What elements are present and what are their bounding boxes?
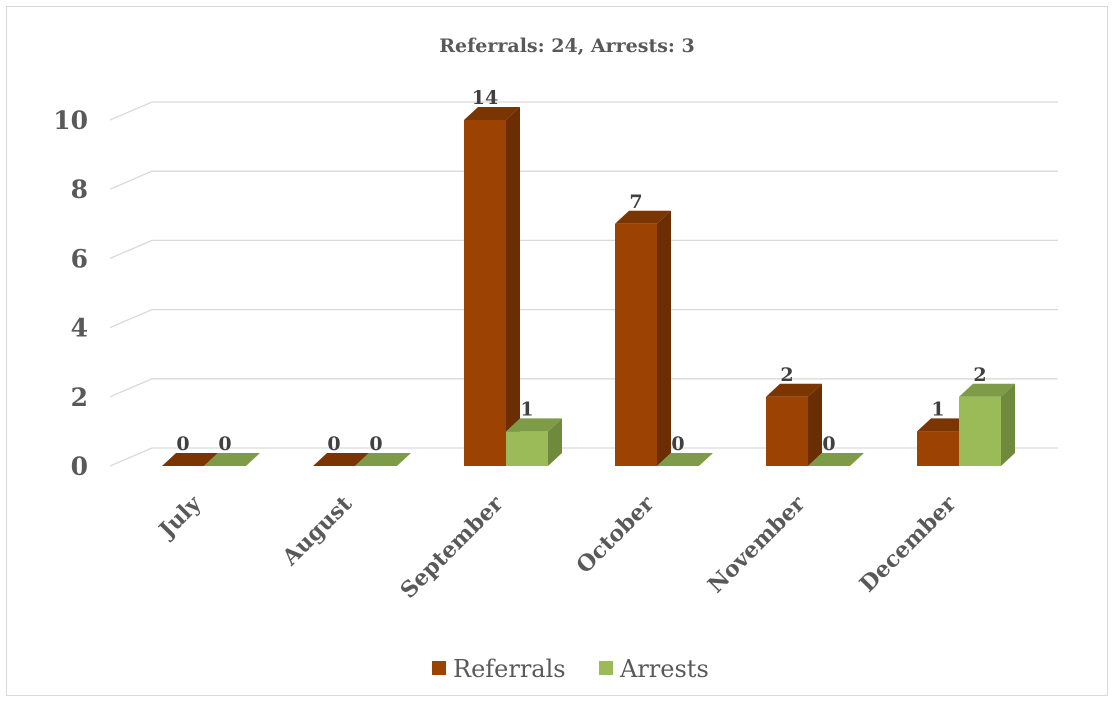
x-tick-label: September (395, 491, 508, 604)
arrests-bar-december (959, 383, 1015, 466)
gridline (109, 378, 1058, 398)
referrals-bar-october (615, 210, 671, 466)
chart-title: Referrals: 24, Arrests: 3 (439, 35, 695, 57)
legend-label-referrals: Referrals (453, 655, 566, 683)
referrals-bar-october-side (657, 210, 671, 466)
y-tick-label: 8 (71, 175, 88, 204)
x-tick-label: December (855, 491, 962, 598)
arrests-bar-october-top (657, 453, 713, 466)
data-labels: 0 0 0 0 14 1 7 0 2 0 1 2 (176, 87, 986, 455)
arrests-bar-november-top (808, 453, 864, 466)
referrals-bar-november-top (766, 383, 822, 397)
referrals-label-september: 14 (472, 87, 498, 109)
arrests-label-december: 2 (973, 364, 986, 386)
referrals-bar-september-side (506, 107, 520, 466)
referrals-label-december: 1 (931, 398, 944, 420)
legend-swatch-referrals (432, 661, 446, 675)
arrests-bar-october (657, 453, 713, 466)
y-tick-label: 6 (71, 244, 88, 273)
arrests-bar-december-top (959, 383, 1015, 397)
referrals-bar-october-top (615, 210, 671, 224)
legend: Referrals Arrests (432, 655, 709, 683)
arrests-bar-september (506, 418, 562, 466)
referrals-bar-september-top (464, 107, 520, 120)
gridlines (109, 101, 1058, 467)
gridline (109, 308, 1058, 329)
arrests-bar-december-front (959, 396, 1001, 466)
arrests-label-august: 0 (369, 433, 382, 455)
referrals-bar-august (313, 453, 369, 466)
arrests-label-september: 1 (520, 398, 533, 420)
arrests-bar-july (204, 453, 260, 466)
arrests-bar-september-front (506, 431, 548, 466)
legend-label-arrests: Arrests (619, 655, 709, 683)
gridline (109, 170, 1058, 190)
arrests-label-november: 0 (822, 433, 835, 455)
x-tick-label: October (571, 491, 659, 579)
chart-frame (6, 6, 1108, 696)
arrests-bar-august-top (355, 453, 411, 466)
referrals-bar-september (464, 107, 520, 466)
arrests-bar-july-top (204, 453, 260, 466)
x-tick-label: July (153, 490, 207, 544)
bars (162, 107, 1015, 466)
referrals-bar-july-top (162, 453, 218, 466)
arrests-bar-december-side (1001, 383, 1015, 466)
referrals-bar-august-top (313, 453, 369, 466)
arrests-label-july: 0 (218, 433, 231, 455)
x-axis: July August September October November Decemb… (153, 490, 962, 604)
x-tick-label: August (277, 490, 358, 571)
arrests-label-october: 0 (671, 433, 684, 455)
y-tick-label: 4 (71, 314, 88, 343)
gridline (109, 101, 1058, 121)
referrals-bar-september-front (464, 120, 506, 466)
gridline (109, 239, 1058, 259)
arrests-bar-september-top (506, 418, 562, 432)
referrals-bar-october-front (615, 223, 657, 466)
arrests-bar-november (808, 453, 864, 466)
y-tick-label: 0 (71, 452, 88, 481)
arrests-bar-september-side (548, 418, 562, 466)
y-tick-label: 10 (53, 106, 88, 135)
referrals-bar-july (162, 453, 218, 466)
referrals-label-october: 7 (629, 191, 642, 213)
legend-swatch-arrests (599, 661, 613, 675)
y-tick-label: 2 (71, 383, 88, 412)
referrals-label-july: 0 (176, 433, 189, 455)
referrals-bar-november-side (808, 383, 822, 466)
referrals-label-november: 2 (780, 364, 793, 386)
referrals-bar-november-front (766, 396, 808, 466)
referrals-bar-december-front (917, 431, 959, 466)
y-axis: 0 2 4 6 8 10 (53, 106, 88, 481)
referrals-label-august: 0 (327, 433, 340, 455)
x-tick-label: November (703, 491, 811, 599)
gridline (109, 447, 1058, 467)
arrests-bar-august (355, 453, 411, 466)
referrals-bar-november (766, 383, 822, 466)
